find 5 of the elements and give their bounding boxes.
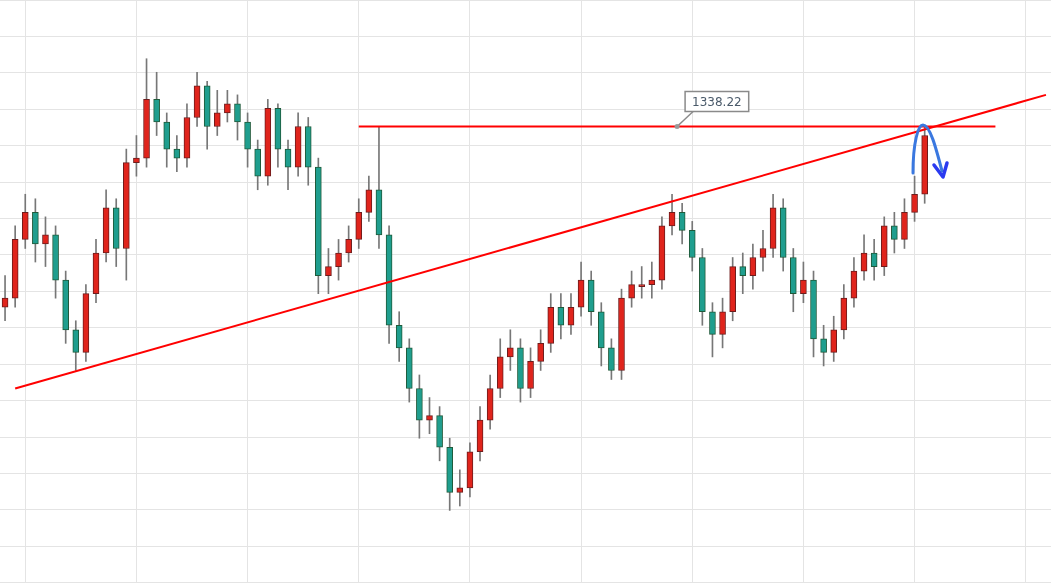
- candlestick: [648, 261, 656, 299]
- candlestick: [739, 252, 747, 294]
- candlestick: [638, 266, 646, 299]
- candlestick: [456, 469, 464, 507]
- annotation: 1338.22: [692, 94, 742, 109]
